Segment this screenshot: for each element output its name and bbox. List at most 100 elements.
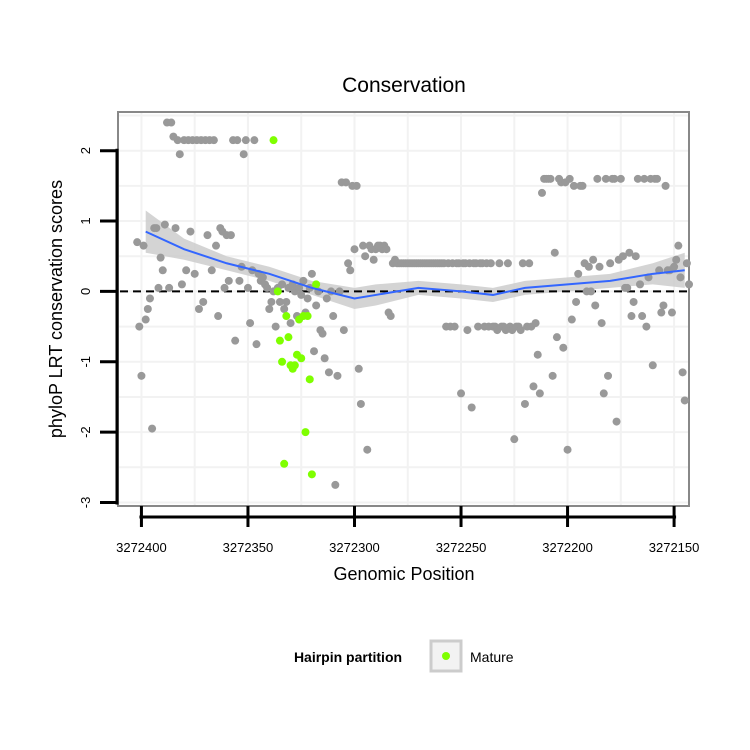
data-point-other — [241, 136, 250, 145]
data-point-other — [572, 297, 581, 306]
data-point-other — [518, 259, 527, 268]
x-tick-label: 3272350 — [223, 540, 274, 555]
data-point-other — [450, 322, 459, 331]
x-tick-label: 3272150 — [649, 540, 700, 555]
data-point-other — [250, 136, 259, 145]
y-tick-label: -2 — [78, 426, 93, 438]
data-point-other — [352, 181, 361, 190]
data-point-other — [139, 241, 148, 250]
data-point-other — [382, 245, 391, 254]
data-point-other — [280, 305, 289, 313]
mature-points — [269, 136, 321, 479]
y-axis: 2 1 0 -1 -2 -3 — [78, 147, 119, 508]
data-point-other — [633, 174, 642, 183]
data-point-other — [589, 255, 598, 264]
data-point-other — [346, 266, 355, 275]
data-point-other — [186, 227, 195, 236]
data-point-other — [670, 262, 679, 271]
data-point-other — [467, 403, 476, 412]
data-point-other — [158, 266, 167, 275]
data-point-other — [275, 297, 284, 306]
data-point-other — [173, 136, 182, 145]
data-point-other — [258, 273, 267, 282]
data-point-other — [676, 273, 685, 282]
x-tick-label: 3272400 — [116, 540, 167, 555]
data-point-other — [474, 322, 483, 331]
data-point-other — [322, 294, 331, 303]
data-point-other — [657, 308, 666, 317]
data-point-other — [535, 389, 544, 398]
data-point-other — [595, 262, 604, 271]
data-point-other — [685, 280, 693, 289]
data-point-other — [682, 259, 691, 268]
data-point-other — [599, 389, 608, 398]
data-point-other — [525, 259, 534, 268]
data-point-mature — [303, 312, 312, 321]
data-point-other — [678, 368, 687, 377]
data-point-mature — [275, 336, 284, 345]
data-point-other — [653, 174, 662, 183]
data-point-other — [267, 297, 276, 306]
data-point-other — [586, 287, 595, 296]
data-point-other — [578, 181, 587, 190]
data-point-other — [194, 305, 203, 313]
data-point-other — [226, 231, 235, 240]
data-point-other — [235, 276, 244, 285]
data-point-other — [350, 245, 359, 254]
data-point-other — [318, 329, 327, 338]
data-point-other — [354, 364, 363, 373]
data-point-other — [339, 326, 348, 335]
data-point-other — [359, 241, 368, 250]
data-point-other — [278, 280, 287, 289]
data-point-mature — [269, 136, 278, 145]
x-axis: 3272400 3272350 3272300 3272250 3272200 32721… — [116, 506, 699, 555]
data-point-other — [148, 424, 157, 433]
data-point-other — [246, 319, 255, 328]
other-points — [133, 118, 693, 489]
data-point-other — [152, 224, 161, 233]
data-point-other — [625, 248, 634, 257]
panel-border — [117, 111, 690, 507]
data-point-mature — [284, 333, 293, 342]
smooth-trend-line-group — [145, 230, 685, 300]
data-point-other — [627, 312, 636, 321]
x-tick-label: 3272300 — [329, 540, 380, 555]
data-point-other — [135, 322, 144, 331]
data-point-other — [516, 326, 525, 335]
data-point-other — [601, 174, 610, 183]
data-point-other — [597, 319, 606, 328]
data-point-mature — [278, 357, 287, 366]
data-point-other — [520, 399, 529, 408]
data-point-mature — [273, 287, 282, 296]
data-point-other — [243, 283, 252, 292]
data-point-other — [363, 445, 372, 454]
plot-panel — [117, 111, 693, 507]
legend-label-mature: Mature — [470, 649, 514, 665]
data-point-other — [546, 174, 555, 183]
data-point-other — [356, 399, 365, 408]
data-point-other — [265, 305, 274, 313]
legend-key-mature — [442, 652, 450, 660]
data-point-other — [203, 231, 212, 240]
data-point-other — [548, 371, 557, 380]
data-point-other — [182, 266, 191, 275]
data-point-other — [510, 435, 519, 444]
data-point-other — [565, 174, 574, 183]
data-point-other — [672, 255, 681, 264]
data-point-other — [552, 333, 561, 342]
data-point-other — [593, 174, 602, 183]
legend: Hairpin partition Mature — [294, 639, 514, 673]
data-point-other — [310, 347, 319, 356]
data-point-other — [661, 181, 670, 190]
data-point-other — [329, 312, 338, 321]
data-point-other — [463, 326, 472, 335]
data-point-mature — [305, 375, 314, 384]
data-point-other — [648, 361, 657, 370]
data-point-mature — [297, 354, 306, 363]
data-point-other — [503, 259, 512, 268]
data-point-other — [457, 389, 466, 398]
data-point-other — [233, 136, 242, 145]
data-point-mature — [282, 312, 291, 321]
data-point-other — [567, 315, 576, 324]
